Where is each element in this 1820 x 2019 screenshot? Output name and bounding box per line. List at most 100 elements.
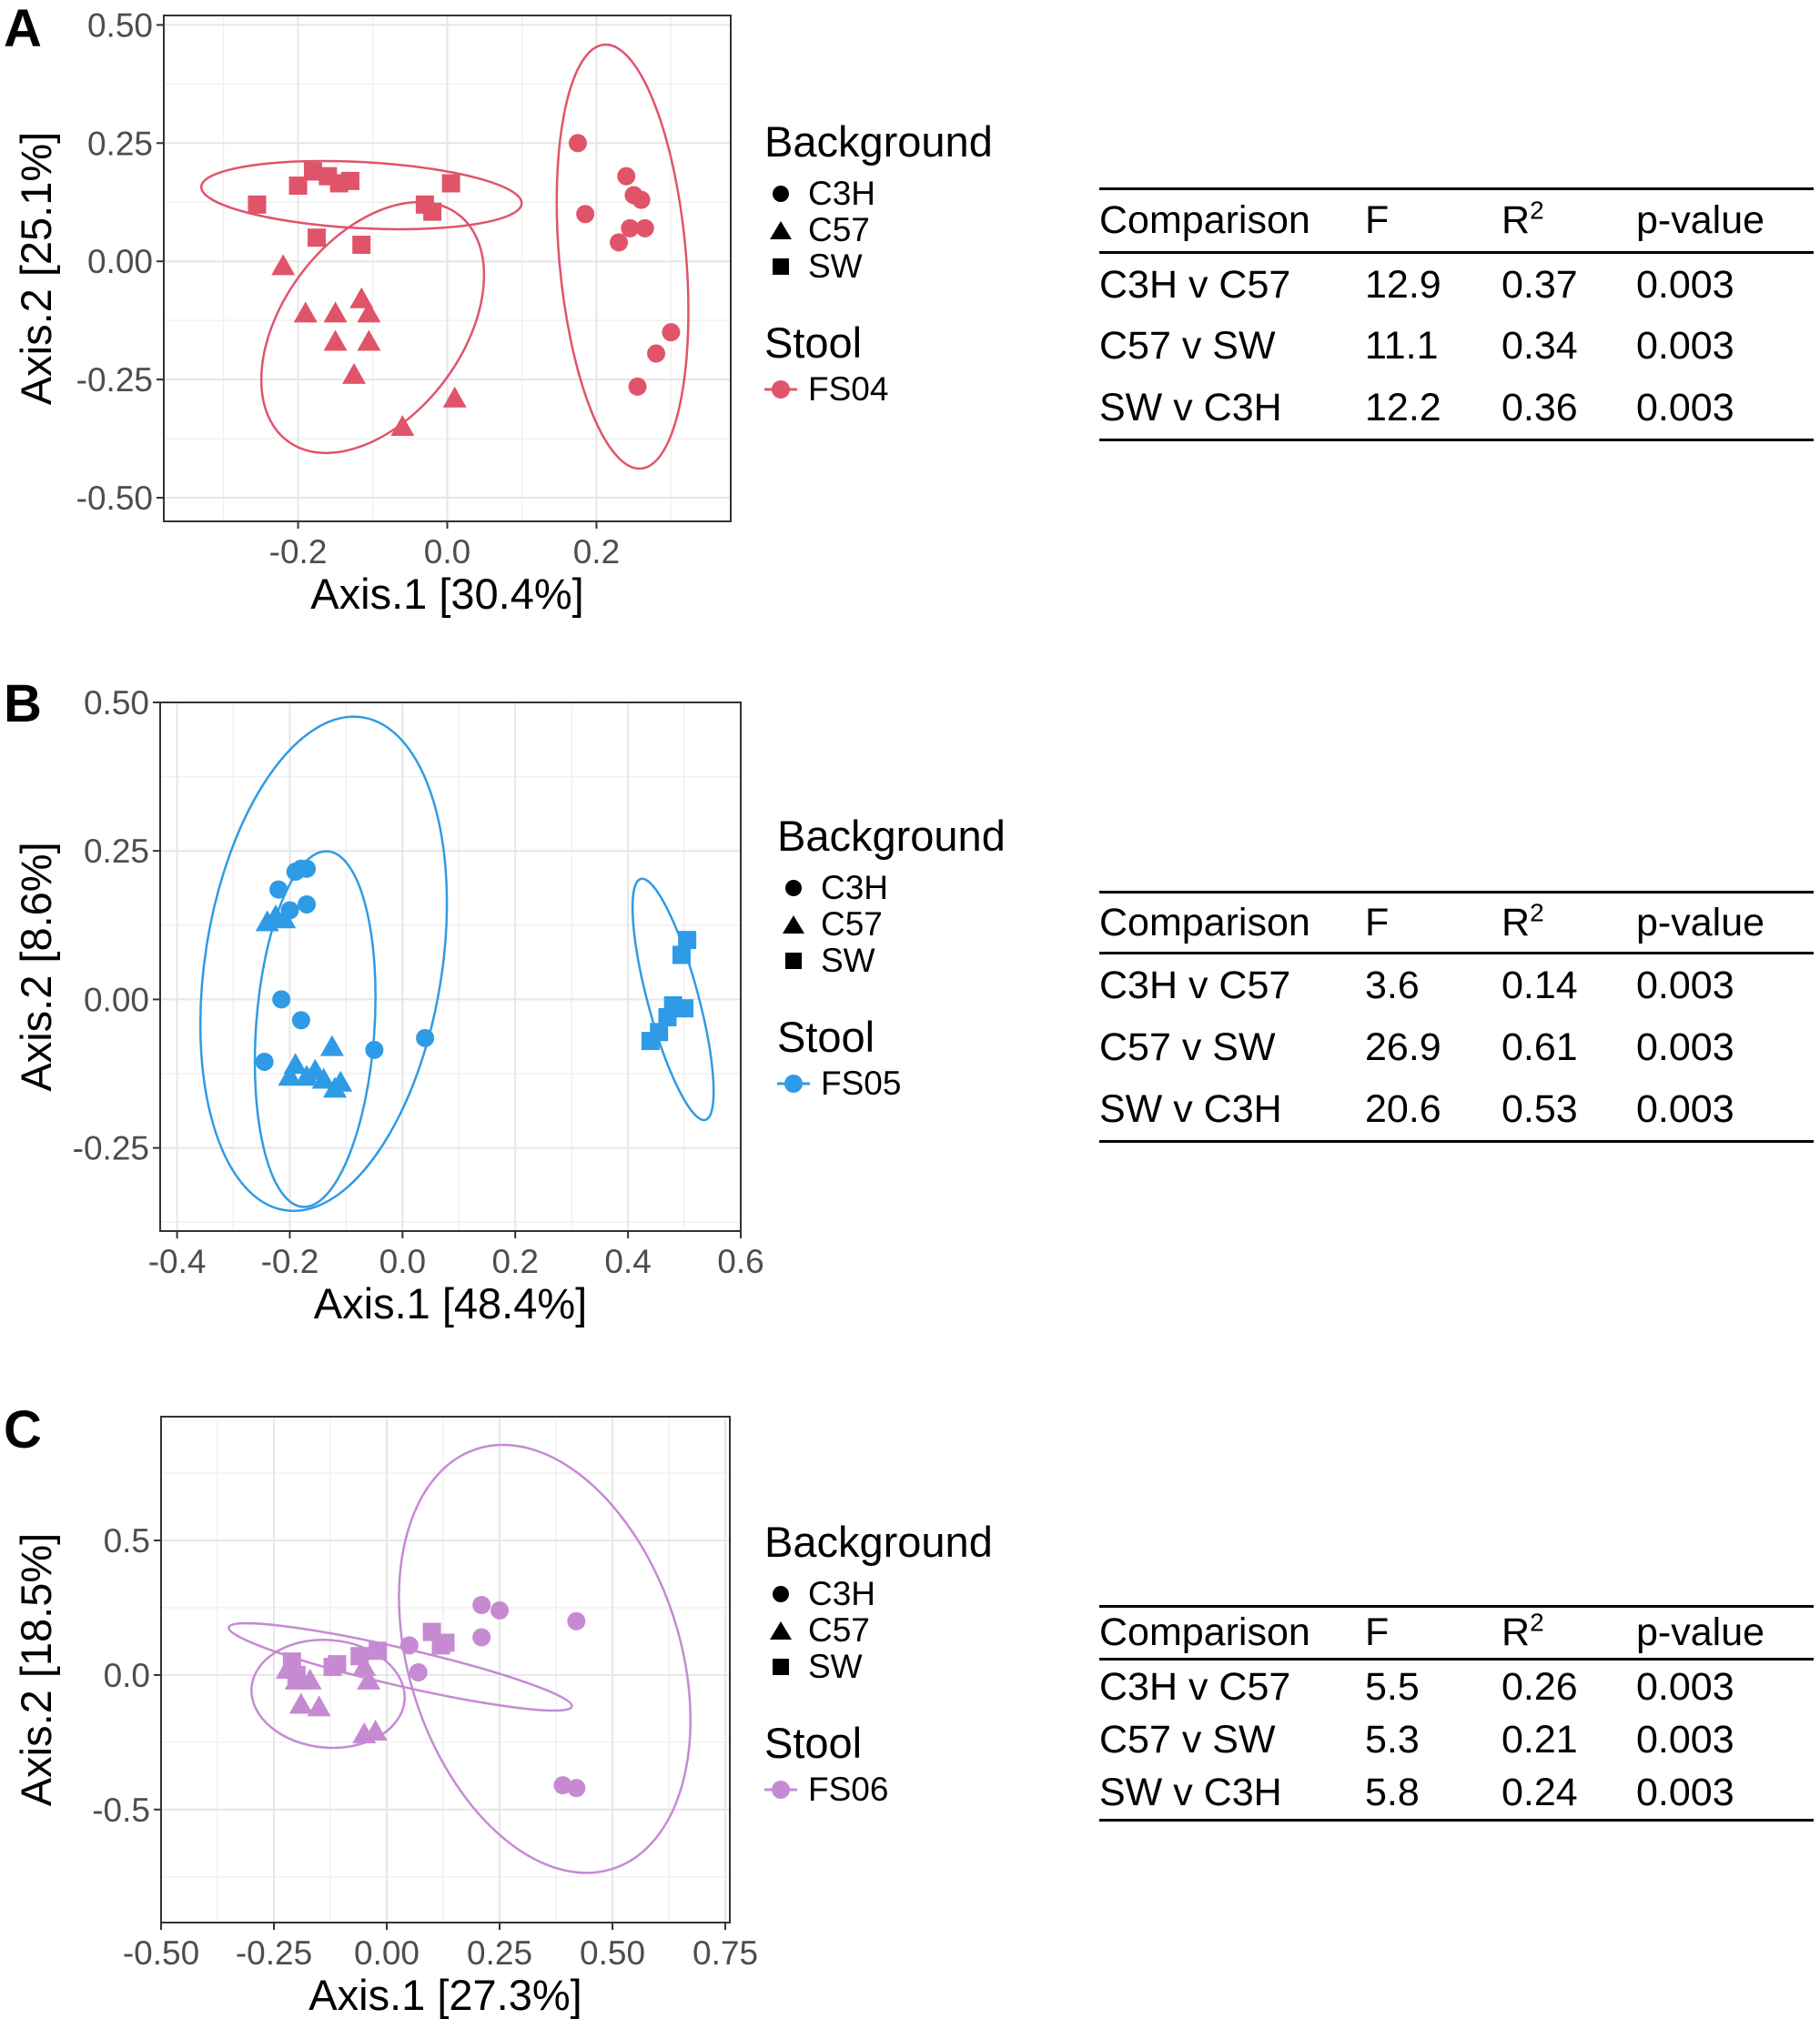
table-header: Comparison F R2 p-value [1099,196,1765,242]
point-c57 [357,329,381,351]
point-c3h [472,1596,491,1615]
point-c3h [632,190,651,209]
stats-table-c: Comparison F R2 p-value C3H v C57 5.5 0.26… [1099,1605,1814,1822]
confidence-ellipse [631,877,715,1122]
point-c57 [298,1668,322,1690]
grid [160,702,742,1231]
point-c57 [307,1695,331,1717]
point-sw [672,945,691,964]
confidence-ellipse [250,1638,406,1750]
table-header: Comparison F R2 p-value [1099,898,1765,944]
point-sw [350,1647,369,1666]
point-c3h [255,1052,274,1071]
point-c57 [442,386,467,408]
legend-item-stool: FS06 [764,1772,993,1808]
legend-stool-title: Stool [777,1013,875,1061]
x-tick-label: -0.50 [123,1934,199,1972]
point-c3h [490,1600,510,1620]
legend-item-stool: FS04 [764,371,993,408]
y-tick-label: 0.50 [84,684,149,722]
point-c3h [409,1662,428,1681]
table-row: SW v C3H 5.8 0.24 0.003 [1099,1770,1734,1814]
legend-item-c57: C57 [777,906,1006,943]
x-axis-label: Axis.1 [48.4%] [314,1279,587,1327]
x-tick-label: -0.25 [236,1934,312,1972]
point-sw [303,162,322,181]
y-tick-label: 0.00 [84,981,149,1018]
scatter-plot-a: -0.2 0.0 0.2 -0.50 -0.25 0.00 0.25 0.50 Axis.1 [… [12,6,732,618]
x-tick-label: 0.2 [492,1243,539,1280]
y-tick-label: -0.5 [92,1792,150,1829]
point-line-icon [764,1779,797,1801]
x-tick-label: 0.2 [573,533,620,570]
point-c3h [662,323,681,342]
series-c3h [255,859,435,1071]
point-c3h [399,1636,419,1655]
series-c3h [568,134,681,396]
legend-b: Background C3H C57 SW Stool FS05 [777,814,1006,1102]
x-tick-label: -0.4 [148,1243,207,1280]
x-axis-label: Axis.1 [27.3%] [308,1971,581,2019]
point-c57 [293,301,318,323]
y-axis-label: Axis.2 [18.5%] [12,1533,60,1806]
point-c3h [567,1779,586,1798]
y-tick-label: -0.25 [76,361,153,399]
point-c3h [635,218,654,237]
point-sw [678,931,697,950]
circle-icon [764,184,797,204]
x-tick-label: 0.0 [424,533,470,570]
point-c57 [323,301,348,323]
x-tick-label: 0.50 [580,1934,645,1972]
confidence-ellipse [259,200,486,455]
point-c3h [576,205,595,224]
ellipses [228,1443,693,1874]
series-sw [282,1622,455,1684]
confidence-ellipse [398,1443,693,1874]
y-tick-label: 0.0 [104,1657,150,1694]
series-c57 [271,254,467,437]
point-line-icon [777,1073,810,1095]
point-sw [352,236,371,255]
point-sw [436,1633,455,1652]
point-sw [369,1641,388,1661]
point-c3h [567,1611,586,1630]
table-row: C57 v SW 5.3 0.21 0.003 [1099,1717,1734,1762]
x-tick-label: 0.6 [717,1243,763,1280]
x-tick-label: -0.2 [261,1243,319,1280]
triangle-icon [764,1620,797,1641]
x-tick-label: -0.2 [269,533,328,570]
point-c57 [278,1065,302,1086]
table-row: C57 v SW 11.1 0.34 0.003 [1099,324,1734,368]
point-line-icon [764,379,797,400]
ellipses [198,715,715,1213]
legend-background-title: Background [764,1518,993,1566]
panel-label-b: B [4,674,42,733]
confidence-ellipse [253,850,377,1208]
axes: -0.50 -0.25 0.00 0.25 0.50 0.75 -0.5 0.0 0.5 Axis… [12,1522,758,2019]
point-c57 [349,287,374,308]
point-c57 [357,1668,381,1690]
table-header: Comparison F R2 p-value [1099,1608,1765,1654]
y-tick-label: 0.25 [84,833,149,870]
triangle-icon [764,219,797,241]
x-tick-label: 0.25 [467,1934,532,1972]
point-c57 [342,362,367,384]
point-c3h [291,1011,310,1030]
series-c3h [399,1596,586,1798]
table-row: C3H v C57 5.5 0.26 0.003 [1099,1664,1734,1709]
point-c57 [319,1035,344,1056]
legend-item-sw: SW [764,248,993,285]
x-tick-label: 0.75 [693,1934,758,1972]
point-c57 [352,1655,377,1677]
x-tick-label: 0.0 [379,1243,426,1280]
point-c57 [323,1076,348,1098]
confidence-ellipse [555,43,690,470]
point-sw [650,1023,669,1042]
legend-stool-title: Stool [764,1719,863,1767]
square-icon [764,257,797,276]
point-c3h [472,1628,491,1647]
legend-background-title: Background [764,117,993,166]
grid [164,15,731,521]
triangle-icon [777,914,810,935]
circle-icon [777,878,810,898]
